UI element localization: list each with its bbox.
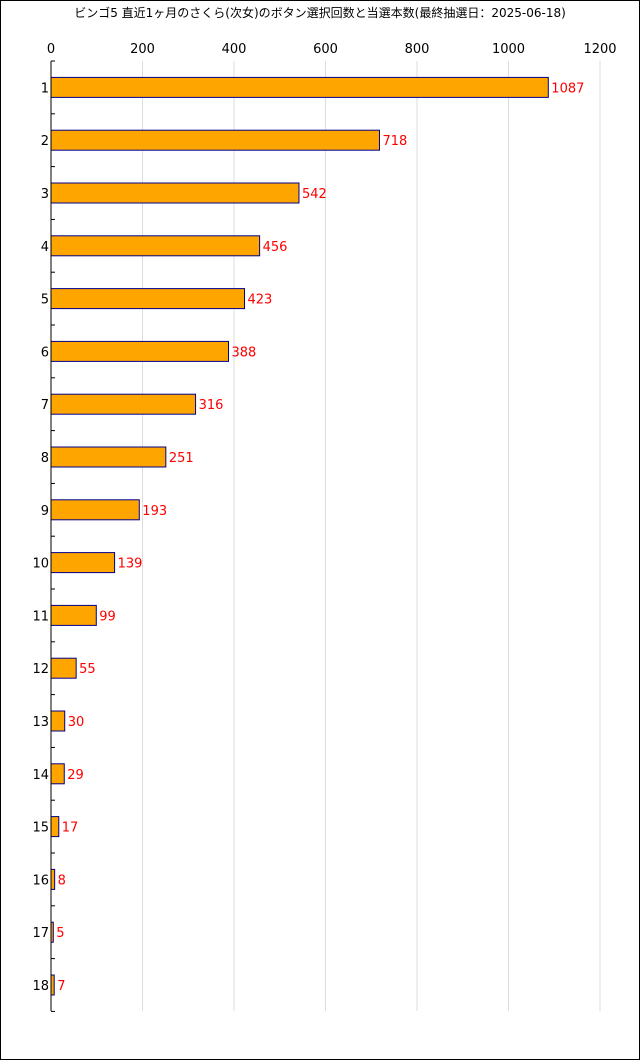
value-label-12: 55 (79, 662, 96, 677)
bar-13 (50, 710, 66, 732)
category-label-1: 1 (41, 81, 49, 96)
category-label-6: 6 (41, 345, 49, 360)
bar-6 (50, 340, 230, 362)
category-label-11: 11 (32, 609, 49, 624)
bar-9 (50, 499, 140, 521)
bar-4 (50, 235, 261, 257)
value-label-5: 423 (248, 293, 273, 308)
bar-16 (50, 868, 56, 890)
category-label-2: 2 (41, 134, 49, 149)
value-label-4: 456 (263, 240, 288, 255)
bar-10 (50, 552, 116, 574)
chart-title: ビンゴ5 直近1ヶ月のさくら(次女)のボタン選択回数と当選本数(最終抽選日：20… (74, 5, 566, 20)
category-label-13: 13 (32, 715, 49, 730)
x-axis-ticks: 0 200 400 600 800 1000 1200 (47, 42, 617, 57)
value-label-9: 193 (142, 504, 167, 519)
x-tick-label-400: 400 (222, 42, 247, 57)
category-label-5: 5 (41, 293, 49, 308)
value-label-10: 139 (118, 557, 143, 572)
bar-15 (50, 816, 60, 838)
value-label-3: 542 (302, 187, 327, 202)
x-tick-label-1000: 1000 (492, 42, 525, 57)
value-label-2: 718 (382, 134, 407, 149)
x-tick-label-1200: 1200 (583, 42, 616, 57)
grid-lines (142, 61, 601, 1011)
bar-8 (50, 446, 167, 468)
category-label-10: 10 (32, 557, 49, 572)
bar-11 (50, 604, 97, 626)
x-tick-label-600: 600 (313, 42, 338, 57)
category-label-14: 14 (32, 768, 49, 783)
category-label-16: 16 (32, 873, 49, 888)
value-label-14: 29 (67, 768, 84, 783)
bar-12 (50, 657, 77, 679)
bar-7 (50, 393, 197, 415)
value-label-6: 388 (232, 345, 257, 360)
bar-5 (50, 288, 246, 310)
value-label-13: 30 (68, 715, 85, 730)
category-label-4: 4 (41, 240, 49, 255)
x-tick-label-800: 800 (405, 42, 430, 57)
category-label-9: 9 (41, 504, 49, 519)
category-label-7: 7 (41, 398, 49, 413)
bars (50, 76, 549, 996)
category-label-3: 3 (41, 187, 49, 202)
value-label-7: 316 (199, 398, 224, 413)
category-label-18: 18 (32, 979, 49, 994)
value-label-16: 8 (58, 873, 66, 888)
value-label-17: 5 (56, 926, 64, 941)
bar-1 (50, 76, 549, 98)
value-label-18: 7 (57, 979, 65, 994)
bar-2 (50, 129, 380, 151)
y-axis (50, 60, 55, 1012)
value-label-1: 1087 (551, 81, 584, 96)
value-label-15: 17 (62, 821, 79, 836)
category-label-17: 17 (32, 926, 49, 941)
bar-3 (50, 182, 300, 204)
value-labels: 1087 718 542 456 423 388 316 251 193 139 99 55 30 29 1… (56, 81, 584, 994)
x-tick-label-0: 0 (47, 42, 55, 57)
bar-14 (50, 763, 65, 785)
value-label-11: 99 (99, 609, 116, 624)
value-label-8: 251 (169, 451, 194, 466)
category-label-15: 15 (32, 821, 49, 836)
category-label-12: 12 (32, 662, 49, 677)
x-tick-label-200: 200 (130, 42, 155, 57)
category-label-8: 8 (41, 451, 49, 466)
